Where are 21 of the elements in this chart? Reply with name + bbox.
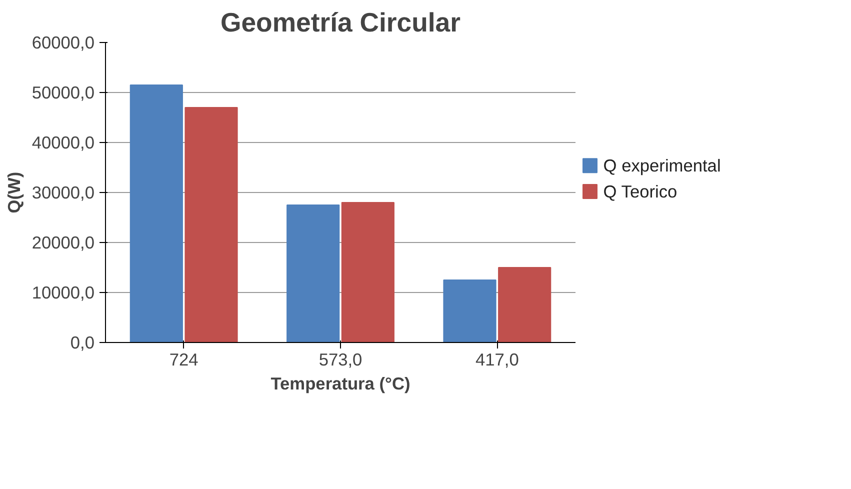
x-tick-label: 573,0 [318,350,362,370]
x-axis-title: Temperatura (°C) [270,374,410,394]
y-tick-label: 60000,0 [32,32,95,52]
bar [184,107,238,342]
bar [498,267,552,342]
y-tick-label: 0,0 [70,332,95,352]
y-axis-title: Q(W) [4,172,24,214]
y-tick-label: 40000,0 [32,132,95,152]
y-tick-label: 20000,0 [32,232,95,252]
y-tick-label: 10000,0 [32,282,95,302]
chart-title: Geometría Circular [220,8,460,38]
legend-label: Q experimental [603,156,721,176]
x-tick-label: 417,0 [475,350,519,370]
x-tick-label: 724 [169,350,199,370]
y-tick-label: 30000,0 [32,182,95,202]
y-tick-label: 50000,0 [32,82,95,102]
bar [286,204,340,342]
bar [130,84,183,342]
bar [443,280,496,342]
bar [341,202,394,342]
legend-label: Q Teorico [603,182,678,202]
